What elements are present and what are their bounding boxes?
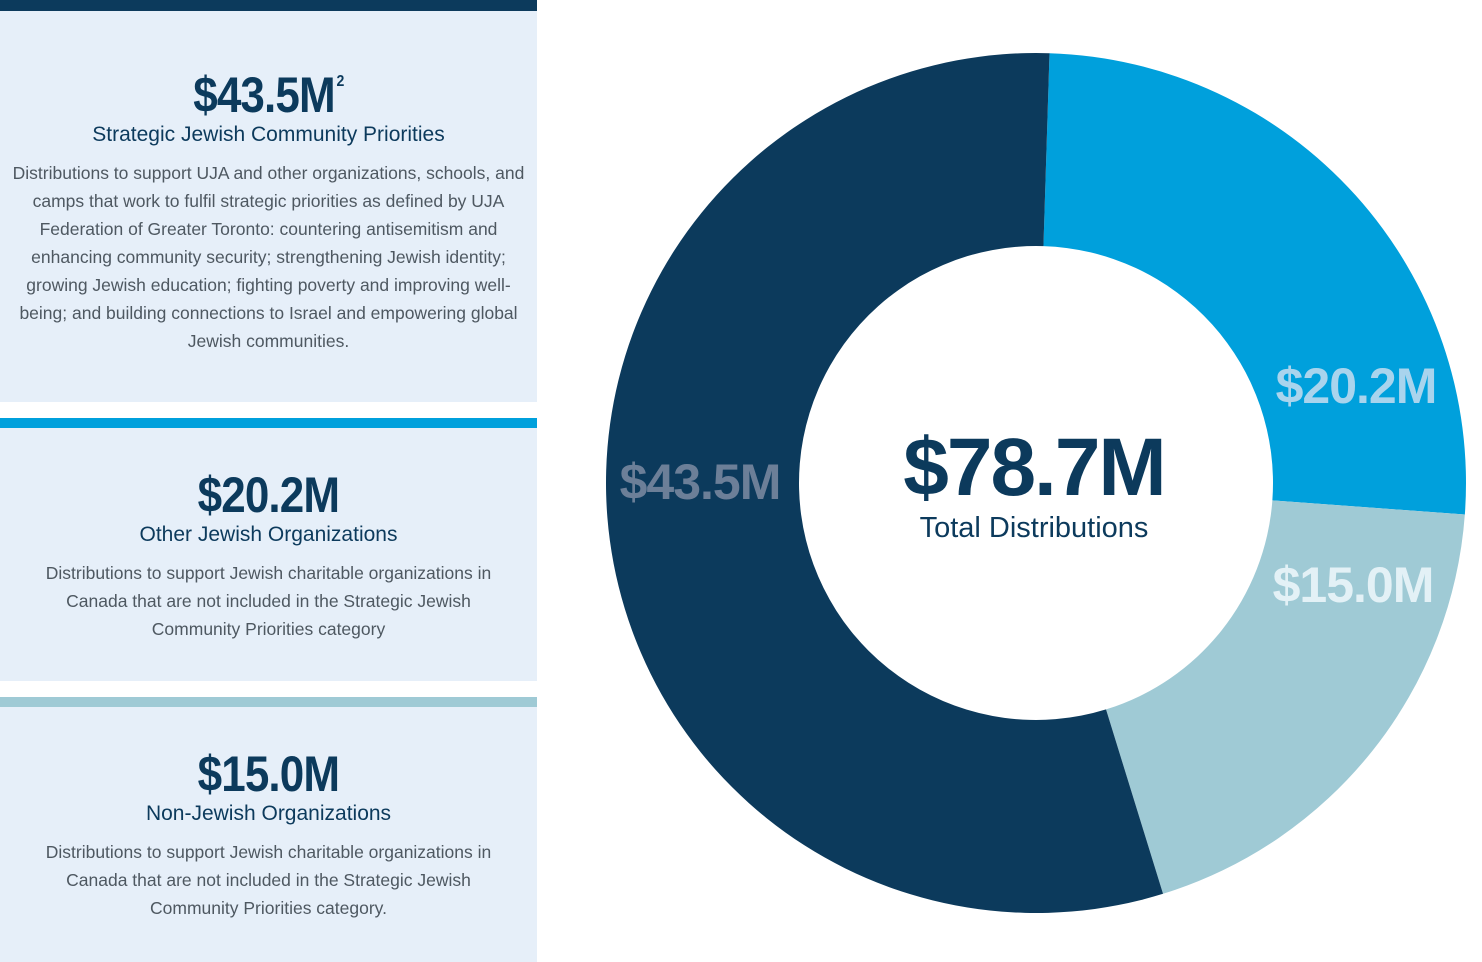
other-jewish-orgs-description: Distributions to support Jewish charitab… (45, 563, 492, 640)
panel-accent-bar (0, 697, 537, 707)
strategic-priorities-panel: $43.5M 2 Strategic Jewish Community Prior… (0, 0, 537, 402)
slice-label: $20.2M (1276, 358, 1437, 414)
donut-slice-labels: $20.2M $15.0M $43.5M (620, 358, 1438, 613)
slice-strategic-priorities (606, 52, 1164, 913)
center-total: $78.7M (903, 422, 1165, 513)
strategic-priorities-title: Strategic Jewish Community Priorities (92, 123, 445, 146)
panel-accent-bar (0, 0, 537, 11)
non-jewish-orgs-description: Distributions to support Jewish charitab… (45, 842, 492, 919)
footnote-marker: 2 (336, 73, 345, 90)
slice-label: $43.5M (620, 454, 781, 510)
donut-slices (606, 52, 1466, 913)
non-jewish-orgs-amount: $15.0M (197, 746, 340, 802)
center-caption: Total Distributions (920, 512, 1149, 544)
non-jewish-orgs-title: Non-Jewish Organizations (145, 802, 392, 825)
slice-label: $15.0M (1273, 557, 1434, 613)
other-jewish-orgs-panel: $20.2M Other Jewish Organizations Distri… (0, 418, 537, 681)
slice-other-jewish-orgs (1043, 53, 1466, 515)
non-jewish-orgs-panel: $15.0M Non-Jewish Organizations Distribu… (0, 697, 537, 962)
other-jewish-orgs-amount: $20.2M (197, 467, 340, 523)
other-jewish-orgs-title: Other Jewish Organizations (139, 523, 398, 546)
panel-accent-bar (0, 418, 537, 428)
strategic-priorities-amount: $43.5M 2 (193, 67, 345, 123)
slice-non-jewish-orgs (1106, 500, 1465, 894)
strategic-priorities-description: Distributions to support UJA and other o… (12, 163, 525, 352)
